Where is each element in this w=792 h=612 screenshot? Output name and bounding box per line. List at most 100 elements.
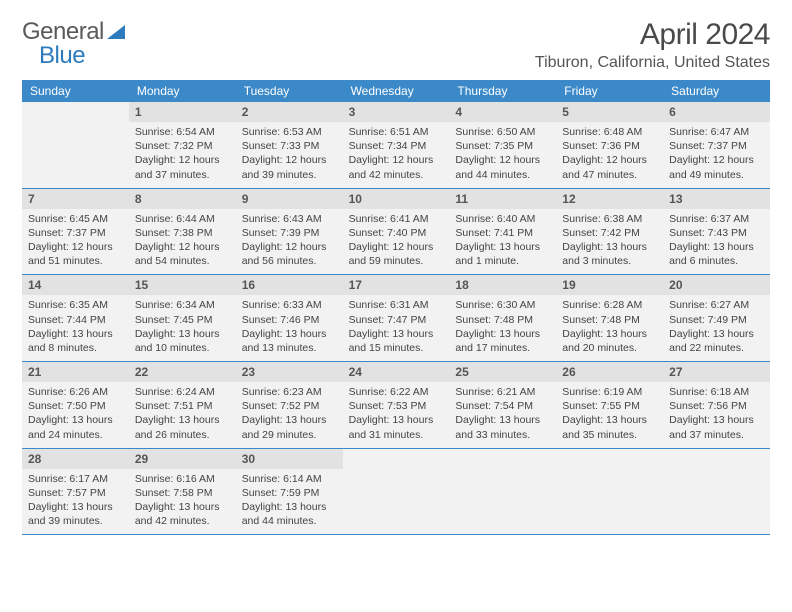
day-line: Sunrise: 6:16 AM [135,472,230,486]
day-body: Sunrise: 6:24 AMSunset: 7:51 PMDaylight:… [129,382,236,448]
day-body: Sunrise: 6:35 AMSunset: 7:44 PMDaylight:… [22,295,129,361]
day-line: Sunset: 7:57 PM [28,486,123,500]
day-number: 4 [449,102,556,122]
day-blank [556,449,663,535]
day-line: Daylight: 12 hours [135,153,230,167]
dow-header: Friday [556,80,663,102]
day-line: Daylight: 13 hours [28,500,123,514]
day-line: and 22 minutes. [669,341,764,355]
day-line: Sunrise: 6:53 AM [242,125,337,139]
week-row: 7Sunrise: 6:45 AMSunset: 7:37 PMDaylight… [22,189,770,276]
day-line: and 44 minutes. [455,168,550,182]
day-line: Sunset: 7:58 PM [135,486,230,500]
day-line: and 51 minutes. [28,254,123,268]
day-line: and 39 minutes. [242,168,337,182]
day-line: Daylight: 13 hours [135,413,230,427]
day-line: Daylight: 12 hours [242,153,337,167]
day-number: 20 [663,275,770,295]
day-line: Daylight: 12 hours [349,153,444,167]
week-row: 28Sunrise: 6:17 AMSunset: 7:57 PMDayligh… [22,449,770,536]
day-line: Sunset: 7:55 PM [562,399,657,413]
day-line: Sunset: 7:52 PM [242,399,337,413]
dow-header: Monday [129,80,236,102]
day-line: Sunset: 7:46 PM [242,313,337,327]
day-line: Sunset: 7:35 PM [455,139,550,153]
day-line: and 42 minutes. [135,514,230,528]
day-number: 26 [556,362,663,382]
day-line: Daylight: 13 hours [669,240,764,254]
day-line: and 49 minutes. [669,168,764,182]
day-body: Sunrise: 6:14 AMSunset: 7:59 PMDaylight:… [236,469,343,535]
day-cell: 4Sunrise: 6:50 AMSunset: 7:35 PMDaylight… [449,102,556,188]
day-cell: 19Sunrise: 6:28 AMSunset: 7:48 PMDayligh… [556,275,663,361]
day-line: Sunrise: 6:34 AM [135,298,230,312]
day-line: Sunrise: 6:41 AM [349,212,444,226]
day-body: Sunrise: 6:48 AMSunset: 7:36 PMDaylight:… [556,122,663,188]
day-line: Sunrise: 6:48 AM [562,125,657,139]
logo-triangle-icon [107,18,125,46]
day-line: Sunset: 7:36 PM [562,139,657,153]
day-cell: 18Sunrise: 6:30 AMSunset: 7:48 PMDayligh… [449,275,556,361]
dow-header: Sunday [22,80,129,102]
day-body: Sunrise: 6:47 AMSunset: 7:37 PMDaylight:… [663,122,770,188]
day-line: Daylight: 13 hours [455,327,550,341]
day-blank [449,449,556,535]
day-body: Sunrise: 6:51 AMSunset: 7:34 PMDaylight:… [343,122,450,188]
day-line: Sunrise: 6:17 AM [28,472,123,486]
day-line: Sunrise: 6:45 AM [28,212,123,226]
day-line: and 31 minutes. [349,428,444,442]
day-line: Daylight: 13 hours [242,413,337,427]
day-line: Sunrise: 6:14 AM [242,472,337,486]
day-cell: 11Sunrise: 6:40 AMSunset: 7:41 PMDayligh… [449,189,556,275]
day-number: 24 [343,362,450,382]
day-cell: 16Sunrise: 6:33 AMSunset: 7:46 PMDayligh… [236,275,343,361]
day-line: Sunset: 7:39 PM [242,226,337,240]
day-cell: 28Sunrise: 6:17 AMSunset: 7:57 PMDayligh… [22,449,129,535]
logo-text-2: Blue [39,42,85,70]
week-row: 21Sunrise: 6:26 AMSunset: 7:50 PMDayligh… [22,362,770,449]
day-line: Daylight: 13 hours [242,500,337,514]
day-number: 14 [22,275,129,295]
day-number: 6 [663,102,770,122]
dow-header: Tuesday [236,80,343,102]
day-line: and 15 minutes. [349,341,444,355]
day-body: Sunrise: 6:53 AMSunset: 7:33 PMDaylight:… [236,122,343,188]
day-line: Daylight: 13 hours [28,413,123,427]
location-text: Tiburon, California, United States [535,54,770,72]
day-number: 25 [449,362,556,382]
day-line: Sunset: 7:33 PM [242,139,337,153]
day-line: Sunrise: 6:35 AM [28,298,123,312]
day-line: Sunset: 7:50 PM [28,399,123,413]
day-line: Sunrise: 6:51 AM [349,125,444,139]
day-cell: 30Sunrise: 6:14 AMSunset: 7:59 PMDayligh… [236,449,343,535]
day-line: and 29 minutes. [242,428,337,442]
day-number: 21 [22,362,129,382]
day-cell: 23Sunrise: 6:23 AMSunset: 7:52 PMDayligh… [236,362,343,448]
day-number: 7 [22,189,129,209]
day-line: Daylight: 13 hours [455,413,550,427]
day-blank [663,449,770,535]
day-cell: 22Sunrise: 6:24 AMSunset: 7:51 PMDayligh… [129,362,236,448]
day-line: Daylight: 13 hours [135,500,230,514]
day-line: Sunset: 7:51 PM [135,399,230,413]
day-line: Sunset: 7:32 PM [135,139,230,153]
day-number: 8 [129,189,236,209]
day-body: Sunrise: 6:31 AMSunset: 7:47 PMDaylight:… [343,295,450,361]
day-cell: 21Sunrise: 6:26 AMSunset: 7:50 PMDayligh… [22,362,129,448]
day-line: Daylight: 12 hours [562,153,657,167]
day-line: and 13 minutes. [242,341,337,355]
day-line: and 6 minutes. [669,254,764,268]
day-body: Sunrise: 6:33 AMSunset: 7:46 PMDaylight:… [236,295,343,361]
day-cell: 13Sunrise: 6:37 AMSunset: 7:43 PMDayligh… [663,189,770,275]
day-line: Daylight: 12 hours [669,153,764,167]
day-body: Sunrise: 6:16 AMSunset: 7:58 PMDaylight:… [129,469,236,535]
day-line: Sunrise: 6:33 AM [242,298,337,312]
day-line: Sunrise: 6:47 AM [669,125,764,139]
day-line: and 33 minutes. [455,428,550,442]
day-blank [22,102,129,188]
day-body: Sunrise: 6:54 AMSunset: 7:32 PMDaylight:… [129,122,236,188]
day-cell: 24Sunrise: 6:22 AMSunset: 7:53 PMDayligh… [343,362,450,448]
day-cell: 8Sunrise: 6:44 AMSunset: 7:38 PMDaylight… [129,189,236,275]
day-line: Sunrise: 6:50 AM [455,125,550,139]
day-line: and 59 minutes. [349,254,444,268]
